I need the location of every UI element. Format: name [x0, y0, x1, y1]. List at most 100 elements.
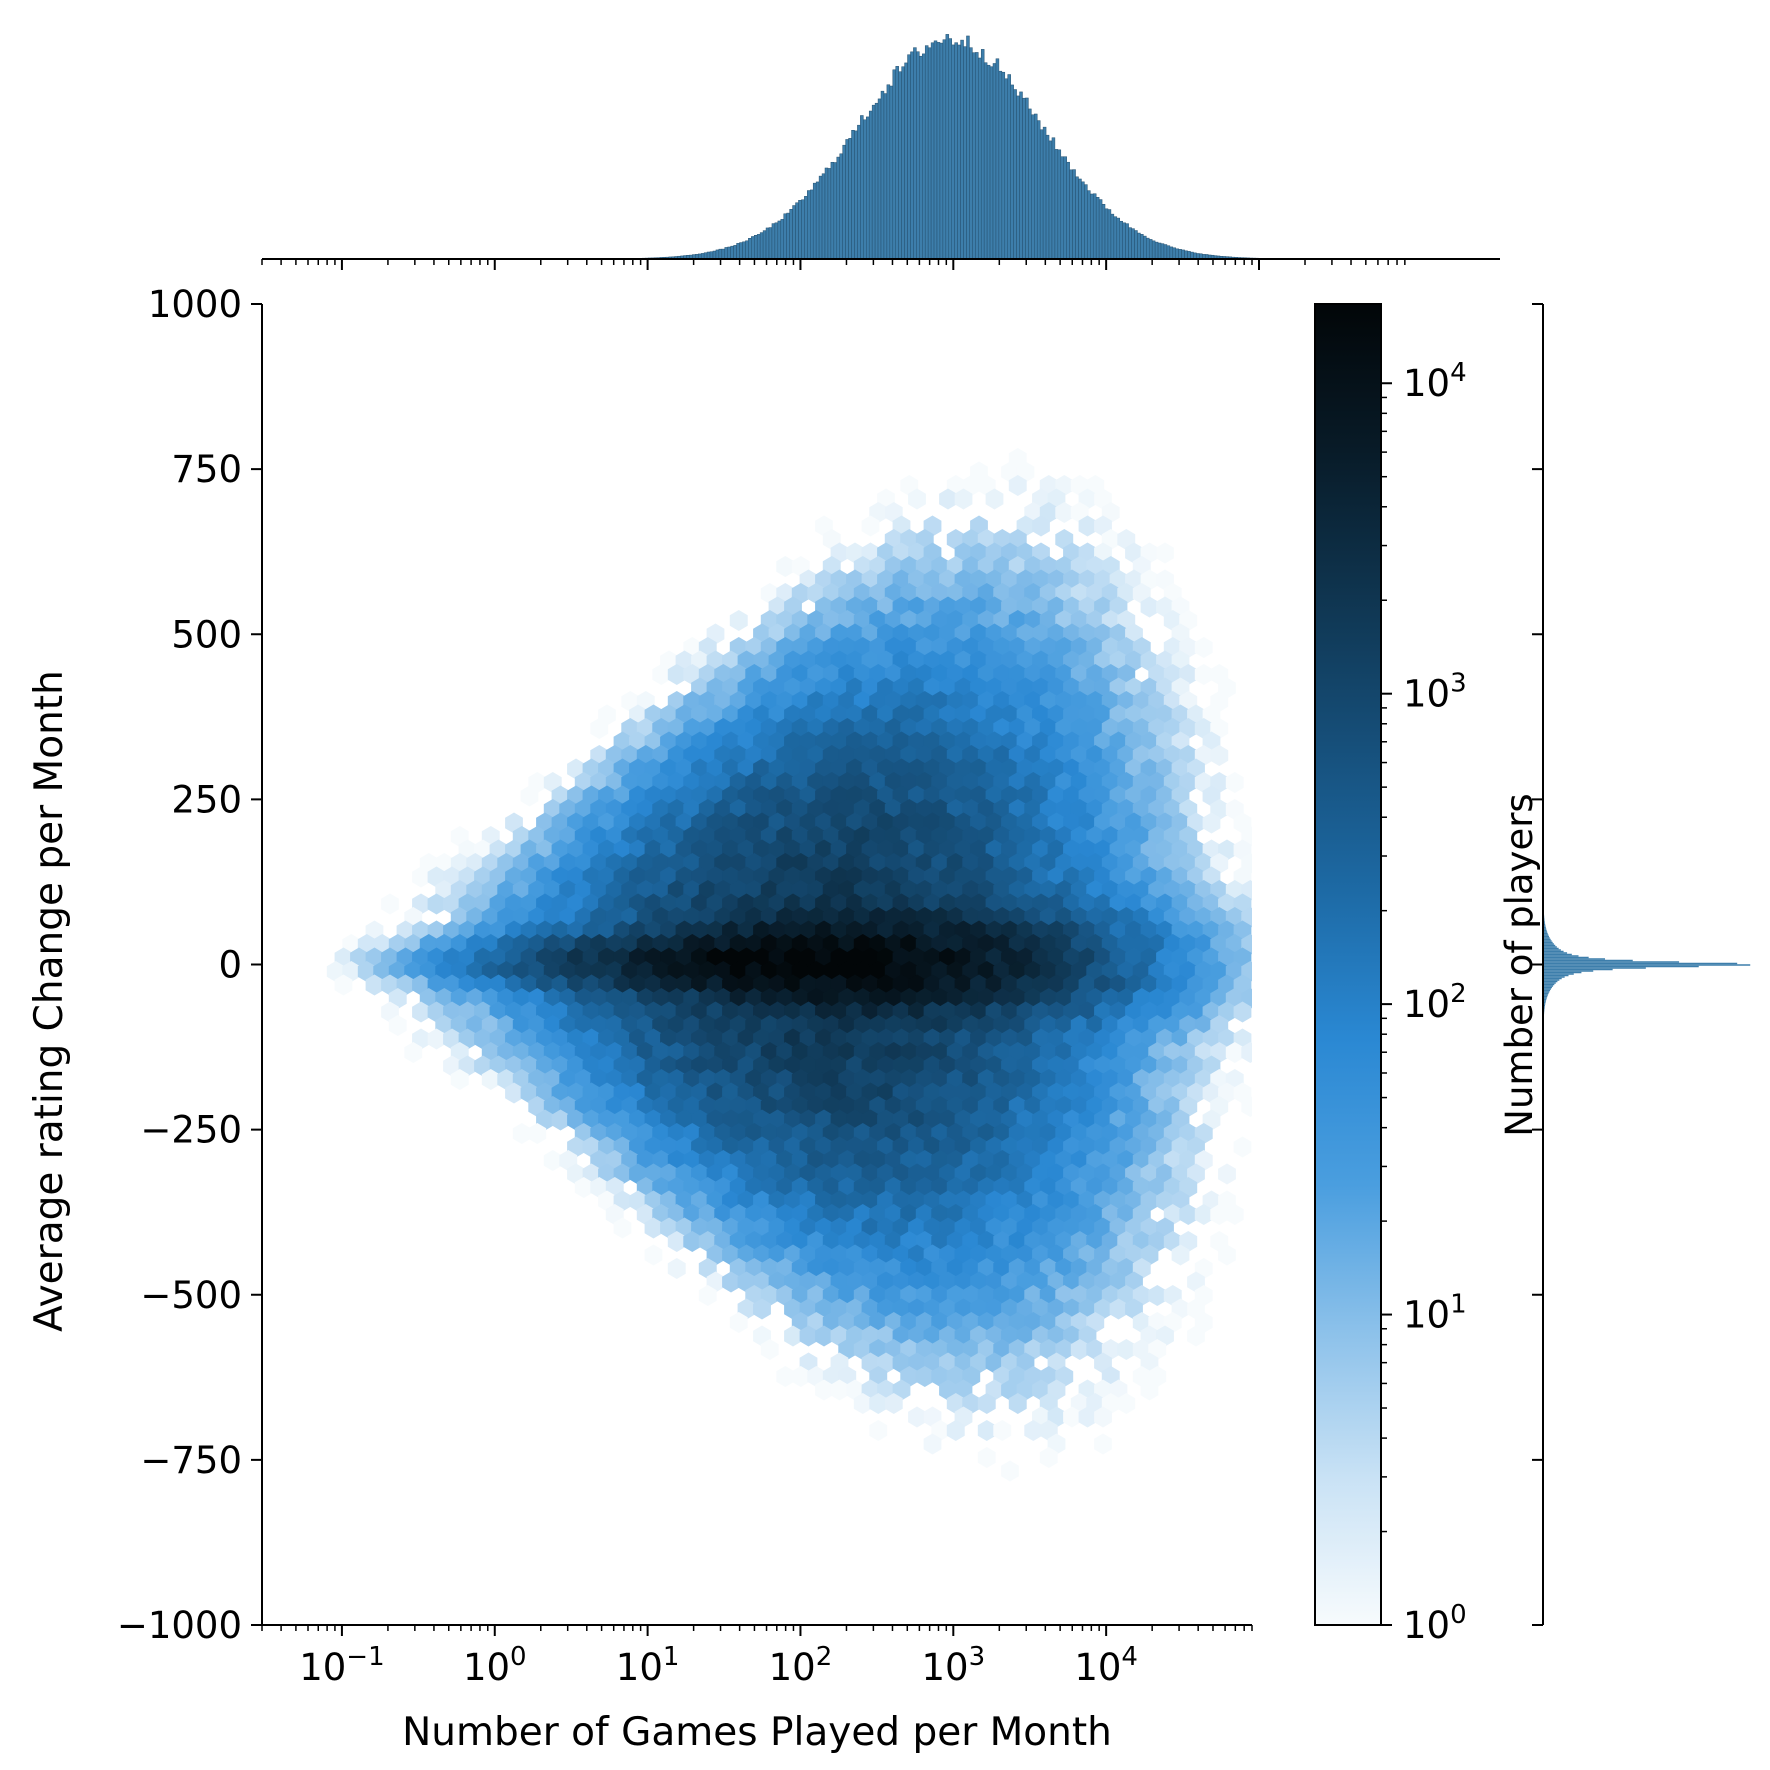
- hexbin-cell: [528, 1123, 547, 1144]
- top-histogram-bar: [1031, 114, 1035, 260]
- top-histogram-bar: [1036, 120, 1041, 260]
- colorbar: [1314, 303, 1382, 1626]
- hexbin-cell: [667, 1258, 686, 1279]
- top-histogram-bar: [1019, 91, 1023, 260]
- hexbin-cell: [512, 1123, 531, 1144]
- top-histogram-bar: [1137, 232, 1141, 260]
- top-histogram-bar: [804, 196, 808, 260]
- right-histogram-bar: [1543, 977, 1562, 980]
- hexbin-cell: [1241, 1096, 1252, 1117]
- top-histogram-bar: [762, 230, 767, 260]
- right-histogram-bar: [1543, 989, 1551, 992]
- hexbin-cell: [450, 1069, 469, 1090]
- right-histogram-bar: [1543, 964, 1751, 966]
- top-histogram-bar: [812, 182, 817, 260]
- hexbin-cell: [946, 1420, 965, 1441]
- top-histogram-bar: [765, 227, 770, 260]
- right-histogram-bar: [1543, 995, 1548, 998]
- top-histogram-bar: [810, 189, 814, 260]
- x-tick-label: 100: [463, 1642, 527, 1689]
- right-histogram-bar: [1543, 991, 1550, 993]
- top-histogram-bar: [780, 219, 784, 260]
- right-histogram-bar: [1543, 938, 1551, 941]
- hexbin-cell: [551, 1109, 570, 1131]
- right-histogram-bar: [1543, 943, 1554, 945]
- right-histogram-bar: [1543, 968, 1613, 971]
- hexbin-cell: [915, 1366, 934, 1387]
- top-histogram-bar: [759, 232, 764, 260]
- top-histogram-bar: [1104, 208, 1109, 260]
- hexbin-cell: [869, 1420, 888, 1441]
- right-histogram-bar: [1543, 931, 1548, 933]
- right-histogram-bar: [1543, 970, 1594, 972]
- top-histogram-bar: [1134, 230, 1138, 260]
- top-histogram-bar: [1081, 181, 1085, 260]
- hexbin-cell: [683, 1231, 702, 1252]
- top-histogram-bar: [895, 66, 899, 260]
- hexbin-cell: [412, 1001, 430, 1023]
- right-histogram-bar: [1543, 941, 1553, 944]
- hexbin-cell: [853, 1393, 872, 1414]
- hexbin-cell: [1117, 1393, 1136, 1414]
- hexbin-cell: [1063, 1406, 1081, 1428]
- right-histogram-bar: [1543, 940, 1552, 942]
- hexbin-cell: [1233, 1001, 1252, 1023]
- right-histogram-bar: [1543, 961, 1680, 963]
- top-histogram-bar: [1160, 243, 1165, 260]
- top-histogram-bar: [942, 39, 947, 260]
- top-histogram-bar: [1045, 134, 1050, 260]
- hexbin-cell: [667, 664, 686, 685]
- top-histogram-bar: [827, 168, 832, 260]
- right-marginal-ticks: [1532, 303, 1543, 1626]
- hexbin-cell: [644, 1217, 663, 1239]
- top-histogram-bar: [1010, 84, 1014, 260]
- hexbin-cell: [644, 1244, 663, 1266]
- top-histogram-bar: [1069, 169, 1073, 260]
- hexbin-cell: [985, 488, 1004, 510]
- right-histogram-bar: [1543, 923, 1546, 926]
- right-histogram-bar: [1543, 950, 1564, 953]
- top-histogram-bar: [948, 38, 952, 260]
- top-histogram-bar: [824, 167, 829, 260]
- top-histogram-bar: [768, 227, 773, 260]
- top-histogram-bar: [951, 44, 955, 260]
- top-histogram-bar: [1004, 78, 1008, 260]
- top-histogram-bar: [1101, 204, 1106, 260]
- top-histogram-bar: [1084, 184, 1088, 260]
- hexbin-cell: [977, 1393, 996, 1414]
- hexbin-cell: [1233, 1136, 1252, 1158]
- top-histogram-bar: [1022, 97, 1026, 260]
- top-histogram-bar: [1131, 228, 1135, 260]
- colorbar-ticks: 100 101 102 103 104: [1381, 358, 1467, 1647]
- hexbin-cell: [388, 1015, 407, 1036]
- top-histogram-bar: [986, 64, 991, 260]
- hexbin-cell: [652, 664, 671, 685]
- top-histogram-bar: [1057, 149, 1062, 260]
- hexbin-cell: [861, 515, 880, 537]
- right-histogram-bar: [1543, 976, 1565, 978]
- top-histogram-bar: [1028, 108, 1032, 260]
- top-histogram-bar: [721, 248, 726, 260]
- right-histogram-bar: [1543, 983, 1555, 986]
- hexbin-cell: [1070, 1339, 1089, 1360]
- top-histogram-bar: [939, 42, 944, 260]
- top-histogram-bar: [1140, 234, 1144, 260]
- top-histogram-bar: [718, 248, 723, 260]
- right-histogram-bar: [1543, 985, 1554, 987]
- right-histogram-bar: [1543, 986, 1552, 989]
- top-histogram-bar: [854, 130, 858, 260]
- hexbin-cell: [939, 488, 957, 510]
- top-histogram-bar: [871, 104, 876, 260]
- hexbin-cell: [815, 1325, 833, 1347]
- top-histogram-bar: [1154, 241, 1159, 260]
- top-histogram-bar: [1122, 222, 1126, 260]
- top-histogram-bar: [1054, 149, 1059, 260]
- hexbin-cell: [993, 1420, 1012, 1441]
- top-histogram-bar: [1013, 89, 1017, 260]
- right-histogram-bar: [1543, 994, 1548, 996]
- top-histogram-bar: [733, 245, 737, 260]
- hexbin-cell: [1008, 1393, 1027, 1414]
- right-histogram-bar: [1543, 955, 1579, 957]
- top-histogram-bar: [957, 44, 961, 260]
- hexbin-cell: [1156, 542, 1174, 564]
